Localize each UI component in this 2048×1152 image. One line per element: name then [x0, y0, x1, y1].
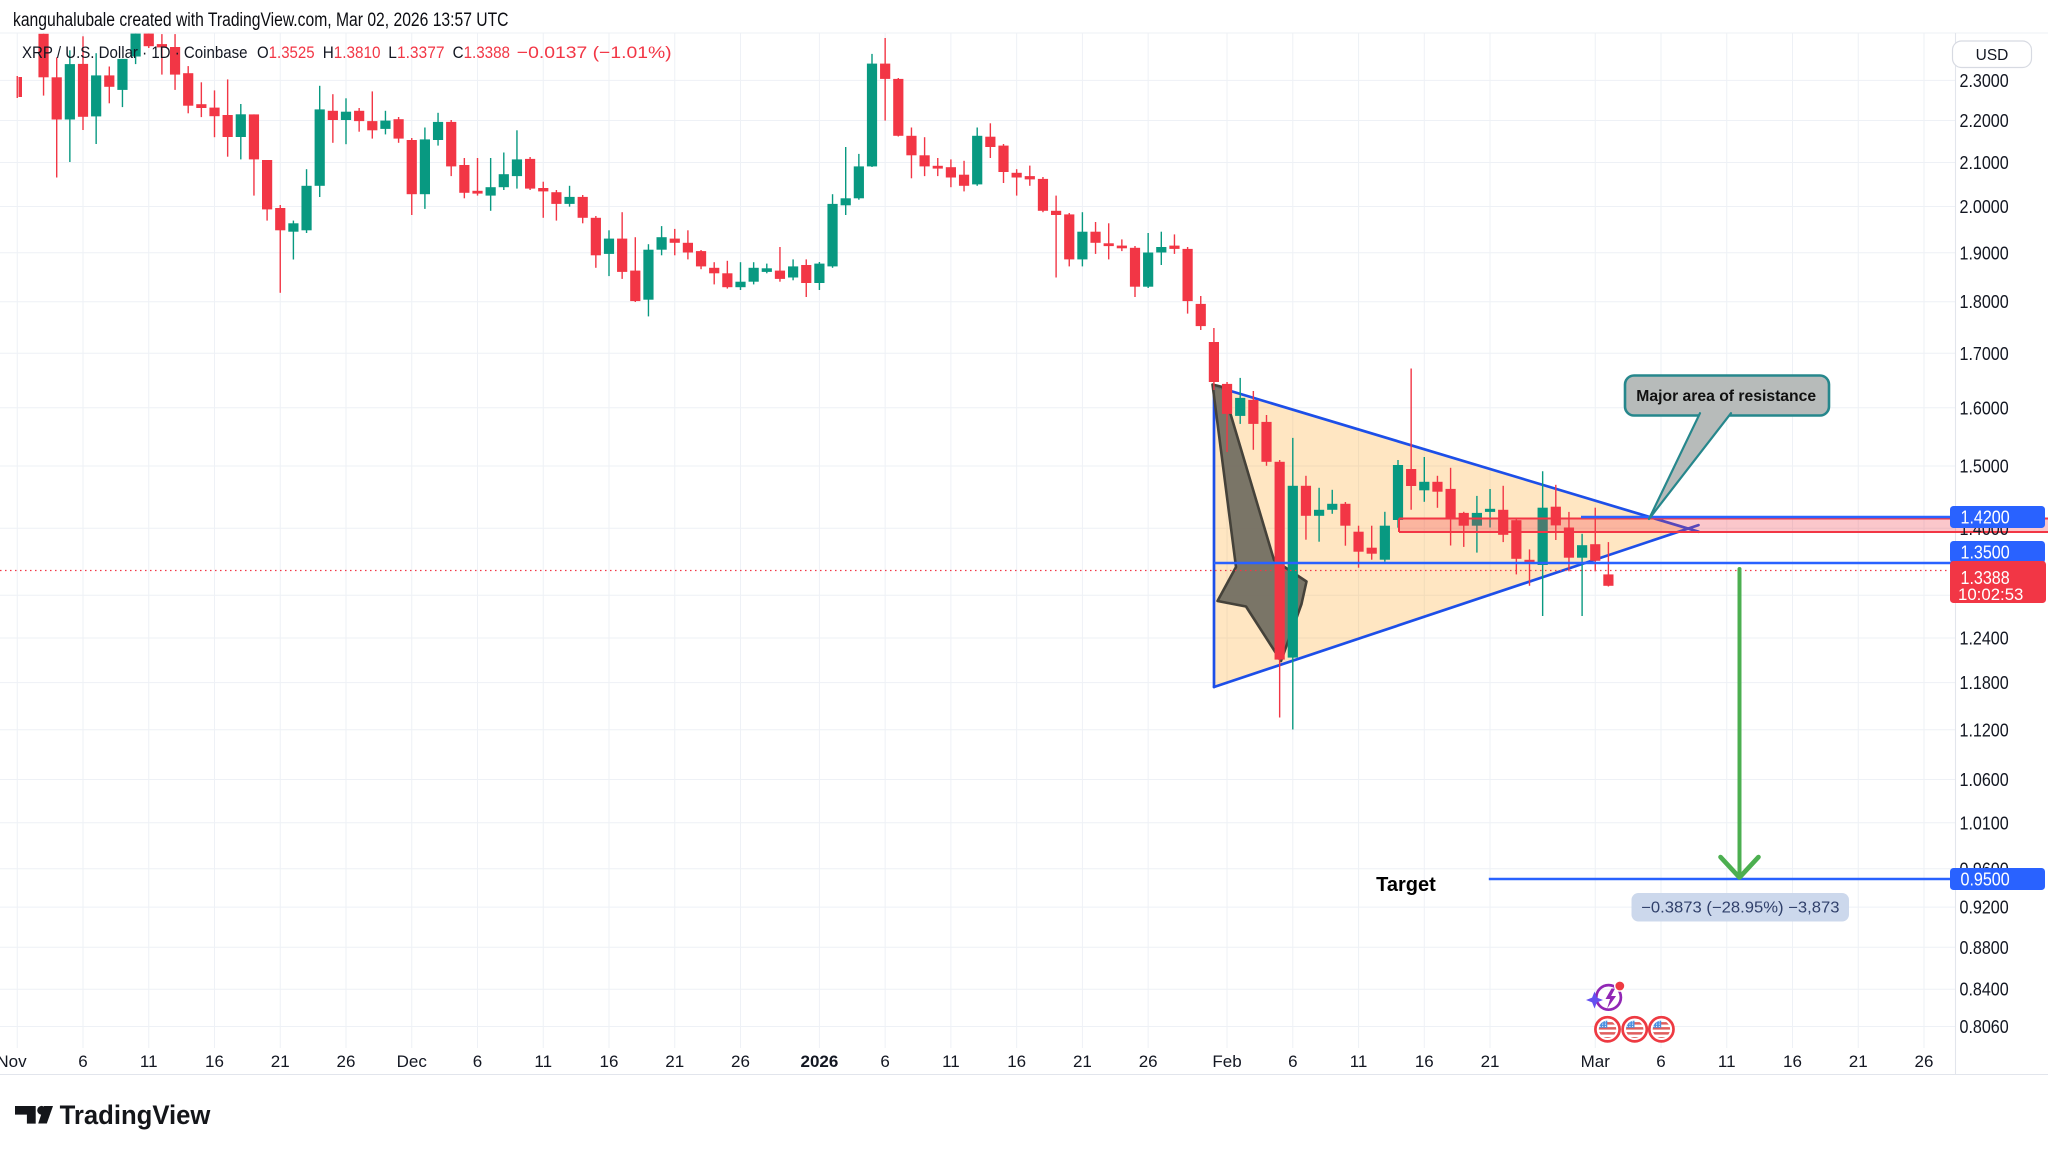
svg-text:1.1200: 1.1200 — [1960, 720, 2009, 740]
svg-text:H1.3810: H1.3810 — [323, 43, 381, 62]
svg-text:−0.0137 (−1.01%): −0.0137 (−1.01%) — [517, 43, 672, 62]
svg-text:21: 21 — [665, 1052, 684, 1071]
svg-text:21: 21 — [1481, 1052, 1500, 1071]
svg-text:11: 11 — [942, 1052, 960, 1071]
svg-text:26: 26 — [337, 1052, 356, 1071]
svg-text:11: 11 — [1718, 1052, 1736, 1071]
svg-text:1.8000: 1.8000 — [1960, 292, 2009, 312]
svg-text:16: 16 — [1007, 1052, 1026, 1071]
svg-text:2.2000: 2.2000 — [1960, 111, 2009, 131]
svg-text:1.0100: 1.0100 — [1960, 813, 2009, 833]
svg-text:10:02:53: 10:02:53 — [1958, 586, 2023, 604]
svg-text:XRP / U.S. Dollar · 1D · Coinb: XRP / U.S. Dollar · 1D · Coinbase — [22, 43, 248, 62]
svg-text:Target: Target — [1376, 874, 1436, 896]
svg-text:6: 6 — [880, 1052, 889, 1071]
svg-text:6: 6 — [1288, 1052, 1297, 1071]
svg-text:11: 11 — [1350, 1052, 1368, 1071]
svg-text:Nov: Nov — [0, 1052, 27, 1071]
svg-text:11: 11 — [534, 1052, 552, 1071]
svg-text:11: 11 — [140, 1052, 158, 1071]
svg-text:6: 6 — [78, 1052, 87, 1071]
svg-text:0.9500: 0.9500 — [1961, 870, 2010, 890]
svg-text:O1.3525: O1.3525 — [257, 43, 315, 62]
svg-text:0.8400: 0.8400 — [1960, 980, 2009, 1000]
svg-text:0.9200: 0.9200 — [1960, 898, 2009, 918]
svg-text:1.5000: 1.5000 — [1960, 457, 2009, 477]
svg-text:USD: USD — [1976, 47, 2009, 64]
svg-text:1.7000: 1.7000 — [1960, 344, 2009, 364]
svg-text:1.6000: 1.6000 — [1960, 398, 2009, 418]
svg-text:1.3388: 1.3388 — [1961, 568, 2010, 588]
svg-text:6: 6 — [473, 1052, 482, 1071]
svg-text:−0.3873 (−28.95%) −3,873: −0.3873 (−28.95%) −3,873 — [1641, 900, 1839, 917]
svg-text:Mar: Mar — [1581, 1052, 1611, 1071]
svg-text:16: 16 — [205, 1052, 224, 1071]
svg-text:TradingView: TradingView — [60, 1100, 212, 1130]
svg-text:1.1800: 1.1800 — [1960, 673, 2009, 693]
svg-text:26: 26 — [731, 1052, 750, 1071]
svg-text:6: 6 — [1656, 1052, 1665, 1071]
svg-text:0.8800: 0.8800 — [1960, 938, 2009, 958]
svg-text:Feb: Feb — [1212, 1052, 1241, 1071]
svg-text:26: 26 — [1139, 1052, 1158, 1071]
svg-text:16: 16 — [1415, 1052, 1434, 1071]
svg-text:Major area of resistance: Major area of resistance — [1636, 388, 1816, 405]
svg-text:16: 16 — [1783, 1052, 1802, 1071]
svg-text:2.1000: 2.1000 — [1960, 153, 2009, 173]
svg-text:1.9000: 1.9000 — [1960, 243, 2009, 263]
svg-text:2026: 2026 — [800, 1052, 838, 1071]
svg-text:C1.3388: C1.3388 — [453, 43, 510, 62]
svg-text:16: 16 — [600, 1052, 619, 1071]
svg-text:1.0600: 1.0600 — [1960, 770, 2009, 790]
svg-text:kanguhalubale created with Tra: kanguhalubale created with TradingView.c… — [13, 10, 509, 31]
svg-text:1.2400: 1.2400 — [1960, 629, 2009, 649]
svg-text:2.0000: 2.0000 — [1960, 197, 2009, 217]
svg-text:L1.3377: L1.3377 — [388, 43, 444, 62]
svg-text:1.3500: 1.3500 — [1961, 543, 2010, 563]
svg-text:0.8060: 0.8060 — [1960, 1017, 2009, 1037]
svg-text:21: 21 — [1073, 1052, 1092, 1071]
svg-text:21: 21 — [271, 1052, 290, 1071]
svg-text:21: 21 — [1849, 1052, 1868, 1071]
svg-text:2.3000: 2.3000 — [1960, 71, 2009, 91]
svg-text:Dec: Dec — [397, 1052, 428, 1071]
svg-text:1.4200: 1.4200 — [1961, 508, 2010, 528]
svg-text:26: 26 — [1915, 1052, 1934, 1071]
